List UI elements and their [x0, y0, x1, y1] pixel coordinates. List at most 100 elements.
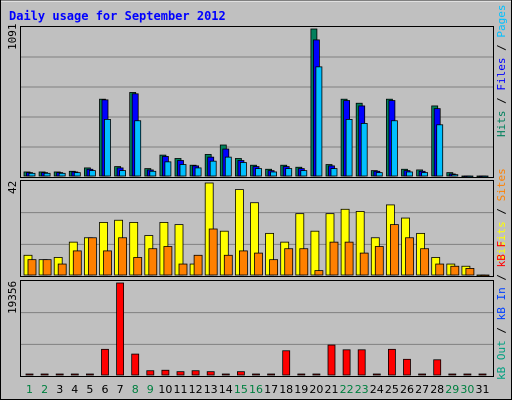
bar-pages-day-1	[28, 172, 36, 177]
day-label-5: 5	[86, 383, 93, 396]
legend-part: /	[495, 208, 508, 221]
day-label-4: 4	[71, 383, 78, 396]
bar-pages-day-6	[104, 119, 111, 177]
bar-sites-day-5	[88, 237, 97, 276]
day-label-2: 2	[41, 383, 48, 396]
legend-part: /	[495, 327, 508, 340]
bar-pages-day-13	[209, 160, 217, 177]
bar-kbf-day-17	[267, 373, 276, 376]
bar-kbf-day-15	[236, 371, 245, 376]
bar-pages-day-27	[421, 172, 429, 177]
bar-pages-day-28	[436, 124, 444, 177]
legend-part: /	[495, 44, 508, 57]
bar-pages-day-22	[345, 119, 353, 177]
day-label-17: 17	[264, 383, 278, 396]
bar-sites-day-7	[118, 237, 127, 276]
bar-pages-day-25	[390, 120, 398, 177]
bar-kbf-day-31	[478, 373, 487, 376]
day-label-13: 13	[204, 383, 218, 396]
bar-kbf-day-30	[463, 373, 472, 376]
day-label-29: 29	[445, 383, 459, 396]
legend-mid: Visits / Sites	[495, 168, 508, 261]
bar-pages-day-23	[360, 123, 368, 177]
bar-pages-day-5	[89, 170, 96, 177]
bar-kbf-day-14	[221, 373, 230, 376]
bar-sites-day-22	[344, 241, 354, 276]
legend-part: kB F	[495, 241, 508, 274]
ymax-label-top: 1091	[6, 24, 19, 51]
day-label-23: 23	[355, 383, 369, 396]
legend-bot: kB Out / kB In / kB F	[495, 241, 508, 380]
bar-pages-day-31	[481, 175, 489, 178]
day-label-22: 22	[340, 383, 354, 396]
day-label-15: 15	[234, 383, 248, 396]
chart-bars	[21, 28, 493, 376]
bar-kbf-day-16	[252, 373, 260, 376]
bar-kbf-day-20	[312, 373, 321, 376]
day-label-25: 25	[385, 383, 399, 396]
day-label-6: 6	[102, 383, 109, 396]
day-label-28: 28	[430, 383, 444, 396]
bar-sites-day-21	[329, 241, 339, 276]
bar-kbf-day-27	[418, 373, 427, 376]
bar-sites-day-25	[389, 224, 399, 276]
day-label-18: 18	[279, 383, 293, 396]
day-label-19: 19	[294, 383, 308, 396]
bar-pages-day-16	[255, 168, 262, 177]
bar-pages-day-2	[43, 172, 51, 177]
bar-pages-day-17	[270, 171, 278, 177]
bar-sites-day-6	[103, 250, 112, 276]
bar-pages-day-21	[330, 168, 338, 177]
bar-sites-day-24	[374, 246, 384, 276]
bar-sites-day-30	[465, 268, 475, 276]
chart-title: Daily usage for September 2012	[9, 9, 226, 23]
bar-kbf-day-13	[206, 371, 215, 376]
bar-sites-day-16	[254, 252, 263, 276]
bar-sites-day-23	[359, 252, 369, 276]
panel-hits-files-pages	[20, 26, 494, 178]
legend-part: Visits	[495, 221, 508, 261]
bar-kbf-day-23	[357, 349, 366, 376]
bar-pages-day-26	[406, 171, 413, 177]
bar-kbf-day-4	[70, 373, 79, 376]
day-label-26: 26	[400, 383, 414, 396]
bar-kbf-day-25	[387, 348, 396, 376]
panel-kbytes	[20, 280, 494, 377]
bar-pages-day-3	[58, 172, 66, 177]
day-label-31: 31	[476, 383, 490, 396]
bar-sites-day-14	[223, 254, 233, 276]
bar-visits-day-20	[310, 230, 320, 276]
bar-sites-day-12	[193, 254, 203, 276]
bar-kbf-day-11	[176, 371, 185, 376]
bar-pages-day-29	[451, 174, 459, 177]
ymax-label-bot: 19356	[6, 281, 19, 314]
bar-sites-day-17	[269, 259, 279, 276]
bar-sites-day-29	[450, 265, 460, 276]
day-label-14: 14	[219, 383, 233, 396]
ymax-label-mid: 42	[6, 181, 19, 194]
bar-sites-day-28	[435, 263, 445, 276]
bar-kbf-day-28	[433, 359, 442, 376]
day-label-11: 11	[174, 383, 188, 396]
bar-pages-day-30	[466, 175, 474, 178]
legend-part: kB In	[495, 287, 508, 327]
bar-kbf-day-1	[25, 373, 34, 376]
bar-sites-day-4	[72, 250, 82, 276]
bar-sites-day-15	[238, 250, 248, 276]
bar-kbf-day-7	[116, 282, 124, 376]
day-labels: 1 2 3 4 5 6 7 8 9 10 11 12 13 14 15 16 17 18 19 20 21 22 23 24 2…	[26, 383, 490, 396]
day-label-24: 24	[370, 383, 384, 396]
day-label-16: 16	[249, 383, 263, 396]
legend-part: kB Out	[495, 340, 508, 380]
day-label-1: 1	[26, 383, 33, 396]
bar-pages-day-24	[375, 172, 383, 177]
bar-pages-day-11	[179, 164, 187, 177]
bar-pages-day-19	[300, 170, 308, 177]
bar-pages-day-7	[119, 170, 126, 177]
bar-sites-day-31	[480, 274, 490, 277]
bar-kbf-day-12	[191, 370, 200, 376]
bar-pages-day-8	[134, 120, 142, 177]
day-label-9: 9	[147, 383, 154, 396]
bar-sites-day-11	[178, 263, 188, 276]
